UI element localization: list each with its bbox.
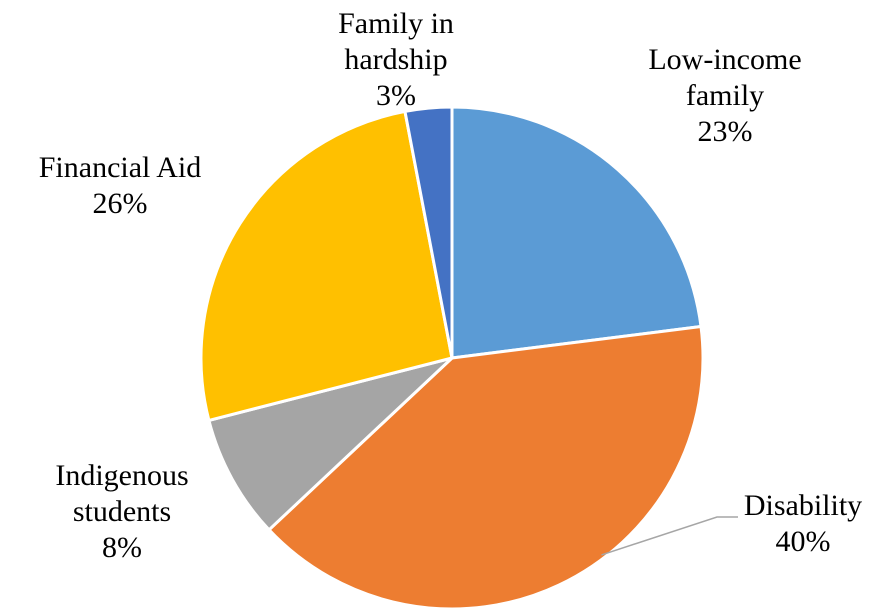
label-indigenous-students: Indigenous students 8% <box>22 458 222 566</box>
label-financial-aid-name: Financial Aid <box>38 151 202 184</box>
label-family-in-hardship: Family in hardship 3% <box>306 6 486 114</box>
pie-slice-disability <box>267 325 705 611</box>
pie-slice-family-in-hardship <box>403 105 454 360</box>
label-low-income-family-name-1: Low-income <box>648 43 802 76</box>
label-family-in-hardship-name-2: hardship <box>344 43 448 76</box>
leader-line-disability <box>601 516 738 556</box>
label-disability: Disability 40% <box>718 488 888 560</box>
label-indigenous-students-name-2: students <box>72 495 172 528</box>
label-low-income-family-value: 23% <box>697 115 753 148</box>
pie-slice-low-income-family <box>450 105 703 360</box>
label-low-income-family-name-2: family <box>685 79 765 112</box>
pie-slice-indigenous-students <box>207 356 454 532</box>
label-financial-aid-value: 26% <box>92 187 148 220</box>
label-indigenous-students-name-1: Indigenous <box>55 459 189 492</box>
label-family-in-hardship-name-1: Family in <box>338 7 454 40</box>
label-family-in-hardship-value: 3% <box>376 79 416 112</box>
label-disability-value: 40% <box>775 525 831 558</box>
label-disability-name: Disability <box>743 489 863 522</box>
label-indigenous-students-value: 8% <box>102 531 142 564</box>
label-low-income-family: Low-income family 23% <box>620 42 830 150</box>
pie-slice-financial-aid <box>199 109 454 422</box>
label-financial-aid: Financial Aid 26% <box>10 150 230 222</box>
